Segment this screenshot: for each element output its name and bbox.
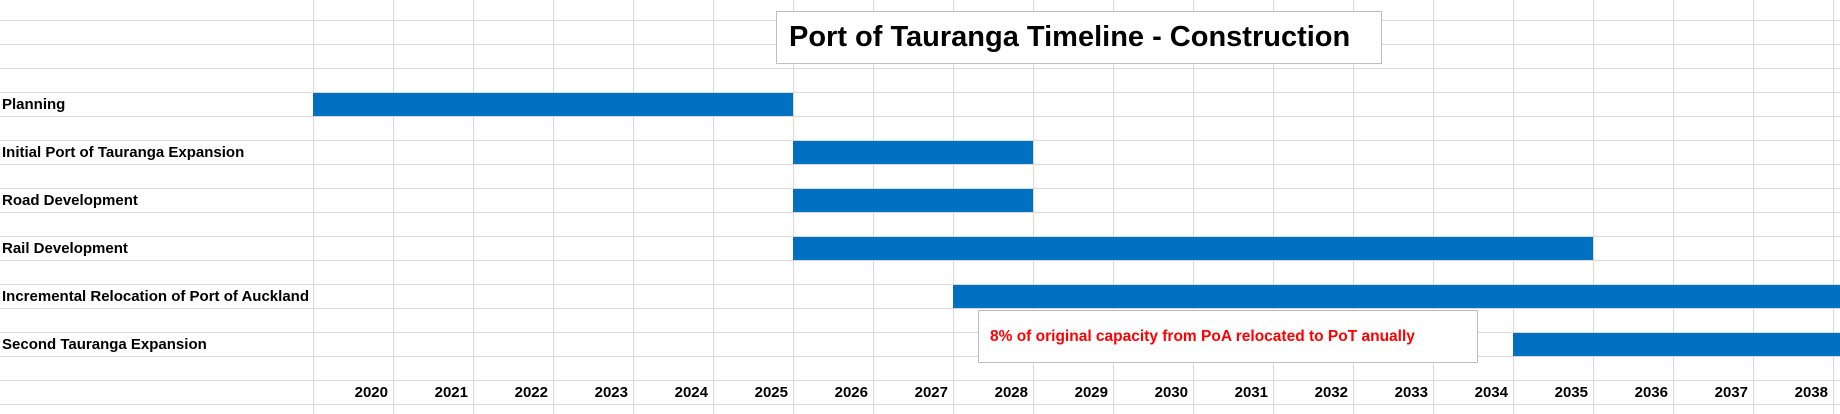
year-tick-label: 2027	[915, 384, 948, 401]
task-labels: Planning Initial Port of Tauranga Expansi…	[2, 96, 309, 353]
year-tick-label: 2037	[1715, 384, 1748, 401]
task-label: Incremental Relocation of Port of Auckla…	[2, 288, 309, 305]
task-label: Planning	[2, 96, 65, 113]
year-tick-label: 2025	[755, 384, 788, 401]
gantt-bar	[1513, 333, 1840, 356]
annotation-box[interactable]: 8% of original capacity from PoA relocat…	[978, 310, 1478, 363]
gantt-bar	[793, 141, 1033, 164]
chart-title: Port of Tauranga Timeline - Construction	[789, 21, 1351, 53]
annotation-text: 8% of original capacity from PoA relocat…	[990, 327, 1415, 345]
year-tick-label: 2026	[835, 384, 868, 401]
year-tick-label: 2021	[435, 384, 468, 401]
gantt-bar	[953, 285, 1840, 308]
year-tick-label: 2030	[1155, 384, 1188, 401]
year-tick-label: 2020	[355, 384, 388, 401]
year-tick-label: 2024	[675, 384, 709, 401]
year-tick-label: 2032	[1315, 384, 1348, 401]
task-label: Road Development	[2, 192, 138, 209]
gantt-bar	[793, 189, 1033, 212]
task-label: Initial Port of Tauranga Expansion	[2, 144, 244, 161]
year-tick-labels: 2020 2021 2022 2023 2024 2025 2026 2027 2028 2029…	[355, 384, 1828, 401]
task-label: Rail Development	[2, 240, 128, 257]
gantt-bar	[793, 237, 1593, 260]
year-tick-label: 2035	[1555, 384, 1588, 401]
year-tick-label: 2033	[1395, 384, 1428, 401]
year-tick-label: 2036	[1635, 384, 1668, 401]
year-tick-label: 2031	[1235, 384, 1268, 401]
gantt-bars	[313, 93, 1840, 356]
year-tick-label: 2038	[1795, 384, 1828, 401]
year-tick-label: 2029	[1075, 384, 1108, 401]
year-tick-label: 2034	[1475, 384, 1509, 401]
chart-title-box[interactable]: Port of Tauranga Timeline - Construction	[776, 11, 1382, 64]
year-tick-label: 2022	[515, 384, 548, 401]
task-label: Second Tauranga Expansion	[2, 336, 207, 353]
year-tick-label: 2028	[995, 384, 1028, 401]
gantt-bar	[313, 93, 793, 116]
year-tick-label: 2023	[595, 384, 628, 401]
